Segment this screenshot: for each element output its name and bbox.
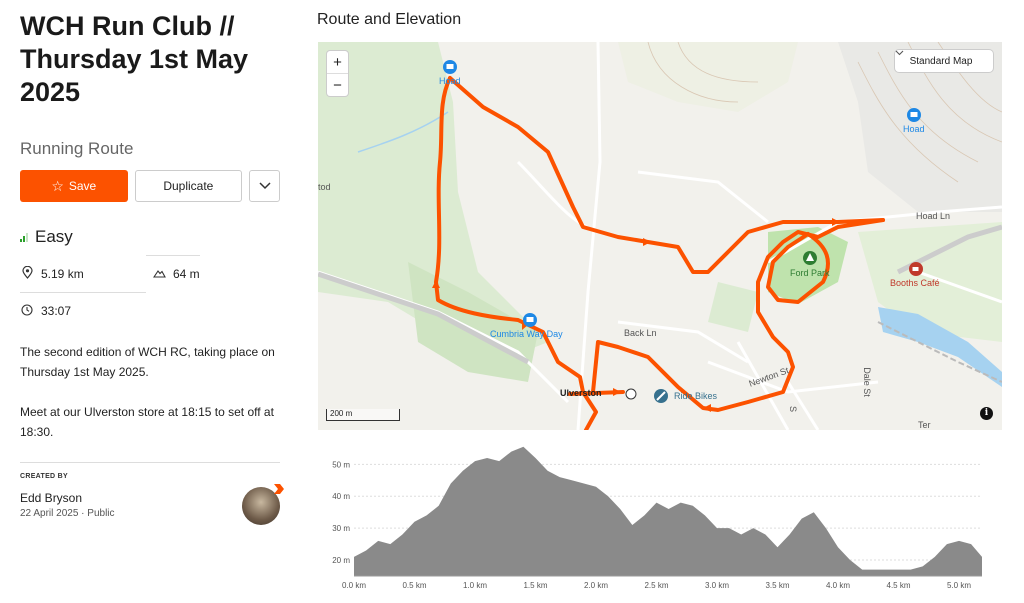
- map-label-booths: Booths Café: [890, 278, 940, 288]
- route-type: Running Route: [20, 139, 134, 158]
- map-label-ride-bikes: Ride Bikes: [674, 391, 718, 401]
- created-date: 22 April 2025: [20, 508, 79, 519]
- viewpoint-icon: [907, 108, 921, 122]
- creator-section: CREATED BY Edd Bryson 22 April 2025 · Pu…: [20, 462, 284, 525]
- map-label-hoad-ln: Hoad Ln: [916, 211, 951, 221]
- difficulty-label: Easy: [35, 227, 73, 246]
- x-tick-label: 0.5 km: [402, 581, 426, 590]
- section-title: Route and Elevation: [317, 11, 462, 28]
- map-label-tod: tod: [318, 182, 331, 192]
- created-by-heading: CREATED BY: [20, 473, 68, 480]
- route-stats: 5.19 km 64 m 33:07: [20, 255, 278, 329]
- map-label-hoad: Hoad: [903, 124, 925, 134]
- map-canvas: [318, 42, 1002, 430]
- difficulty-bars-icon: [20, 232, 28, 242]
- finish-flag-icon: [625, 388, 637, 400]
- creator-name[interactable]: Edd Bryson: [20, 491, 83, 505]
- x-tick-label: 4.0 km: [826, 581, 850, 590]
- x-tick-label: 0.0 km: [342, 581, 366, 590]
- viewpoint-icon: [443, 60, 457, 74]
- tree-icon: [803, 251, 817, 265]
- save-button[interactable]: ☆ Save: [20, 170, 128, 202]
- map-type-label: Standard Map: [909, 55, 973, 67]
- viewpoint-icon: [523, 313, 537, 327]
- chevron-down-icon: [259, 182, 271, 190]
- time-value: 33:07: [41, 304, 72, 318]
- separator-dot: ·: [81, 508, 88, 519]
- map-label-dale-st: Dale St: [861, 367, 872, 397]
- main-road: [896, 224, 1002, 275]
- map-label-street: S: [788, 405, 799, 413]
- route-info-panel: WCH Run Club // Thursday 1st May 2025 Ru…: [20, 10, 284, 525]
- distance-value: 5.19 km: [41, 267, 84, 281]
- route-title: WCH Run Club // Thursday 1st May 2025: [20, 11, 249, 107]
- map-label-ulverston: Ulverston: [560, 388, 602, 398]
- y-tick-label: 50 m: [332, 460, 350, 469]
- map-label-ford-park: Ford Park: [790, 268, 830, 278]
- zoom-in-button[interactable]: +: [327, 51, 348, 74]
- elevation-chart[interactable]: 20 m 30 m 40 m 50 m 0.0 km 0.5 km 1.0 km 1.5 km…: [318, 440, 1002, 600]
- map-type-select[interactable]: Standard Map: [895, 50, 993, 72]
- route-line: [434, 76, 885, 430]
- info-icon[interactable]: i: [980, 407, 993, 420]
- save-label: Save: [68, 179, 97, 193]
- y-tick-label: 20 m: [332, 556, 350, 565]
- railway: [877, 321, 1002, 383]
- difficulty-row: Easy: [20, 227, 280, 247]
- clock-icon: [20, 303, 34, 319]
- x-tick-label: 1.0 km: [463, 581, 487, 590]
- elevation-value: 64 m: [173, 267, 200, 281]
- hill-shade: [838, 42, 1002, 212]
- cafe-icon: [909, 262, 923, 276]
- map-label-back-ln: Back Ln: [624, 328, 657, 338]
- map-label-hoad: Hoad: [439, 76, 461, 86]
- x-tick-label: 1.5 km: [523, 581, 547, 590]
- x-tick-label: 3.5 km: [765, 581, 789, 590]
- stream: [357, 111, 449, 153]
- action-bar: ☆ Save Duplicate: [20, 170, 280, 202]
- map-label-ter: Ter: [918, 420, 931, 430]
- main-road: [318, 271, 530, 365]
- hillside-area: [618, 42, 798, 112]
- bike-shop-icon: [654, 389, 668, 403]
- visibility-label: Public: [87, 508, 115, 519]
- route-map[interactable]: Hoad Hoad Hoad Ln Ford Park Booths Café …: [318, 42, 1002, 430]
- x-tick-label: 4.5 km: [887, 581, 911, 590]
- time-stat: 33:07: [20, 293, 146, 329]
- y-tick-label: 30 m: [332, 524, 350, 533]
- y-tick-label: 40 m: [332, 492, 350, 501]
- star-icon: ☆: [51, 177, 64, 194]
- mountain-icon: [152, 267, 166, 281]
- elevation-stat: 64 m: [146, 255, 200, 292]
- elevation-area: [354, 446, 982, 576]
- zoom-out-button[interactable]: −: [333, 76, 342, 94]
- map-label-cumbria-way: Cumbria Way Day: [490, 329, 563, 339]
- more-options-button[interactable]: [249, 170, 280, 202]
- x-tick-label: 2.0 km: [584, 581, 608, 590]
- description-paragraph: Meet at our Ulverston store at 18:15 to …: [20, 405, 274, 439]
- water-feature: [878, 307, 1002, 387]
- zoom-controls: + −: [327, 51, 348, 96]
- strava-badge-icon: [274, 484, 284, 494]
- creator-meta: 22 April 2025 · Public: [20, 508, 280, 519]
- route-description: The second edition of WCH RC, taking pla…: [20, 342, 280, 442]
- location-pin-icon: [20, 265, 34, 282]
- x-tick-label: 3.0 km: [705, 581, 729, 590]
- x-tick-label: 5.0 km: [947, 581, 971, 590]
- description-paragraph: The second edition of WCH RC, taking pla…: [20, 345, 275, 379]
- duplicate-button[interactable]: Duplicate: [134, 170, 243, 202]
- map-scale-bar: 200 m: [326, 409, 400, 421]
- distance-stat: 5.19 km: [20, 256, 146, 292]
- x-tick-label: 2.5 km: [644, 581, 668, 590]
- avatar[interactable]: [242, 484, 284, 525]
- woodland-area: [318, 42, 548, 362]
- grass-area: [708, 282, 758, 332]
